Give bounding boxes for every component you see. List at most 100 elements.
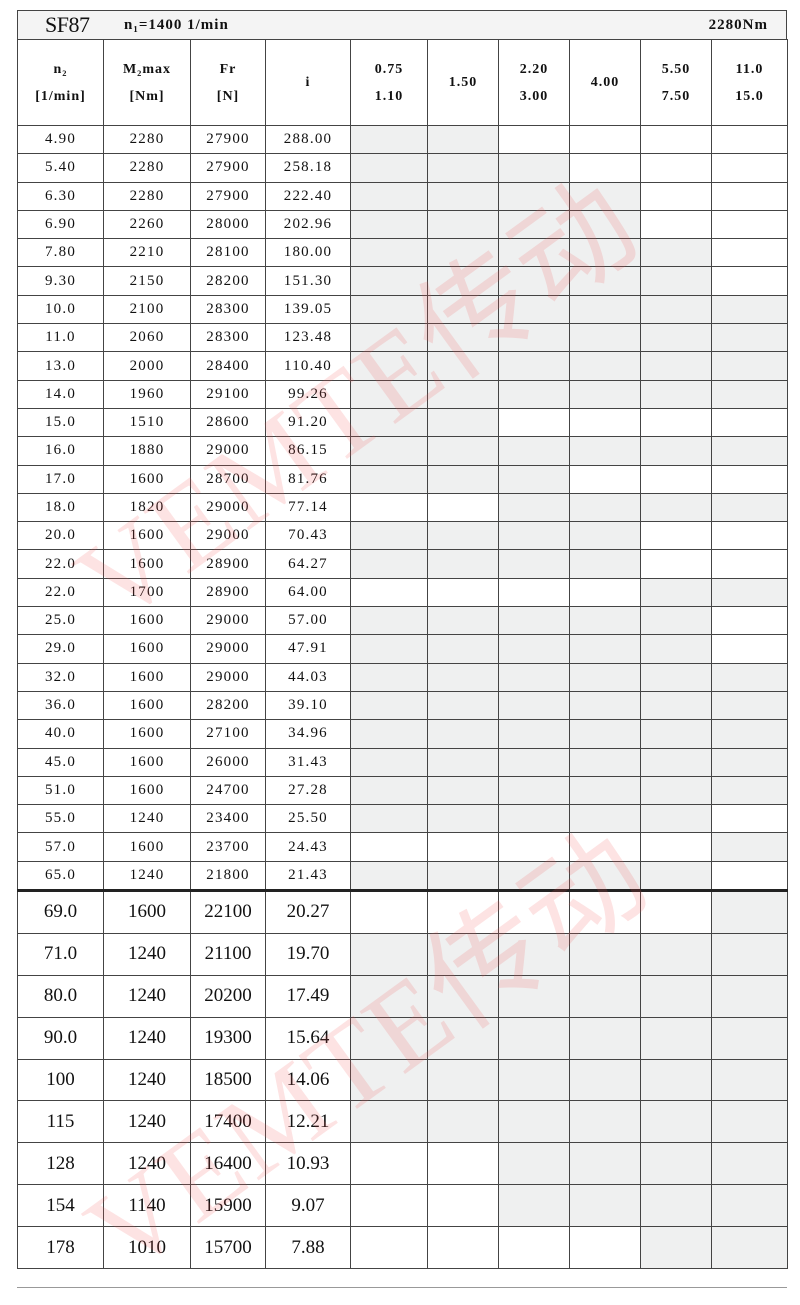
power-cell-2 [498, 1184, 570, 1228]
cell-i: 99.26 [265, 379, 351, 409]
cell-i: 202.96 [265, 209, 351, 240]
cell-fr: 29000 [190, 662, 266, 692]
cell-fr: 16400 [190, 1142, 266, 1186]
cell-fr: 29000 [190, 634, 266, 664]
cell-m2max: 2060 [103, 323, 191, 353]
cell-fr: 17400 [190, 1100, 266, 1144]
cell-i: 64.27 [265, 549, 351, 579]
power-cell-5 [711, 124, 788, 155]
cell-fr: 23700 [190, 832, 266, 862]
cell-i: 91.20 [265, 407, 351, 438]
power-cell-2 [498, 351, 570, 381]
power-cell-4 [640, 1184, 712, 1228]
power-cell-1 [427, 521, 499, 551]
table-row: 154 1140 15900 9.07 [17, 1184, 788, 1228]
table-row: 6.90 2260 28000 202.96 [17, 209, 788, 240]
cell-i: 27.28 [265, 775, 351, 806]
cell-fr: 19300 [190, 1016, 266, 1060]
cell-n2: 17.0 [17, 464, 104, 494]
power-cell-1 [427, 832, 499, 862]
power-cell-4 [640, 323, 712, 353]
power-cell-3 [569, 775, 641, 806]
power-cell-5 [711, 860, 788, 892]
cell-i: 20.27 [265, 889, 351, 934]
cell-n2: 32.0 [17, 662, 104, 692]
power-cell-2 [498, 1100, 570, 1144]
table-row: 71.0 1240 21100 19.70 [17, 932, 788, 976]
power-cell-4 [640, 181, 712, 211]
power-cell-4 [640, 1100, 712, 1144]
power-cell-1 [427, 634, 499, 664]
cell-i: 81.76 [265, 464, 351, 494]
power-cell-3 [569, 832, 641, 862]
power-cell-5 [711, 464, 788, 494]
cell-i: 139.05 [265, 294, 351, 325]
cell-m2max: 2280 [103, 153, 191, 183]
cell-i: 86.15 [265, 436, 351, 466]
table-row: 40.0 1600 27100 34.96 [17, 719, 788, 749]
header-power-2: 2.20 3.00 [498, 39, 570, 126]
header-power-3: 4.00 [569, 39, 641, 126]
power-cell-3 [569, 407, 641, 438]
table-row: 4.90 2280 27900 288.00 [17, 124, 788, 155]
cell-n2: 154 [17, 1184, 104, 1228]
table-row: 55.0 1240 23400 25.50 [17, 804, 788, 834]
power-cell-3 [569, 379, 641, 409]
power-cell-4 [640, 379, 712, 409]
header-power-0: 0.75 1.10 [350, 39, 428, 126]
cell-m2max: 1240 [103, 974, 191, 1018]
power-cell-5 [711, 1016, 788, 1060]
power-cell-5 [711, 889, 788, 934]
power-cell-2 [498, 323, 570, 353]
table-row: 29.0 1600 29000 47.91 [17, 634, 788, 664]
cell-m2max: 1240 [103, 1142, 191, 1186]
power-cell-0 [350, 521, 428, 551]
cell-n2: 71.0 [17, 932, 104, 976]
power-cell-4 [640, 775, 712, 806]
power-cell-4 [640, 492, 712, 523]
power-cell-4 [640, 238, 712, 268]
power-cell-5 [711, 606, 788, 636]
power-cell-0 [350, 719, 428, 749]
table-row: 7.80 2210 28100 180.00 [17, 238, 788, 268]
power-cell-4 [640, 407, 712, 438]
power-cell-1 [427, 747, 499, 777]
cell-fr: 15900 [190, 1184, 266, 1228]
power-cell-2 [498, 719, 570, 749]
cell-i: 31.43 [265, 747, 351, 777]
table-row: 22.0 1700 28900 64.00 [17, 577, 788, 608]
power-cell-0 [350, 549, 428, 579]
table-row: 5.40 2280 27900 258.18 [17, 153, 788, 183]
power-cell-0 [350, 690, 428, 721]
power-cell-4 [640, 351, 712, 381]
power-cell-0 [350, 932, 428, 976]
power-cell-0 [350, 974, 428, 1018]
power-cell-4 [640, 294, 712, 325]
table-row: 80.0 1240 20200 17.49 [17, 974, 788, 1018]
power-cell-0 [350, 351, 428, 381]
cell-fr: 28000 [190, 209, 266, 240]
power-cell-4 [640, 889, 712, 934]
power-cell-2 [498, 804, 570, 834]
power-cell-3 [569, 238, 641, 268]
power-cell-3 [569, 932, 641, 976]
power-cell-3 [569, 351, 641, 381]
power-cell-5 [711, 1184, 788, 1228]
table-row: 69.0 1600 22100 20.27 [17, 889, 788, 934]
cell-fr: 29000 [190, 492, 266, 523]
cell-fr: 23400 [190, 804, 266, 834]
power-cell-4 [640, 634, 712, 664]
power-cell-2 [498, 932, 570, 976]
power-cell-1 [427, 464, 499, 494]
cell-fr: 20200 [190, 974, 266, 1018]
power-cell-2 [498, 577, 570, 608]
power-cell-0 [350, 634, 428, 664]
power-cell-2 [498, 974, 570, 1018]
table-row: 25.0 1600 29000 57.00 [17, 606, 788, 636]
spec-sheet: SF87 n₁=1400 1/min 2280Nm n₂ [1/min] M₂ma… [17, 10, 788, 1270]
cell-n2: 69.0 [17, 889, 104, 934]
table-row: 16.0 1880 29000 86.15 [17, 436, 788, 466]
power-cell-0 [350, 407, 428, 438]
power-cell-5 [711, 492, 788, 523]
power-cell-5 [711, 407, 788, 438]
